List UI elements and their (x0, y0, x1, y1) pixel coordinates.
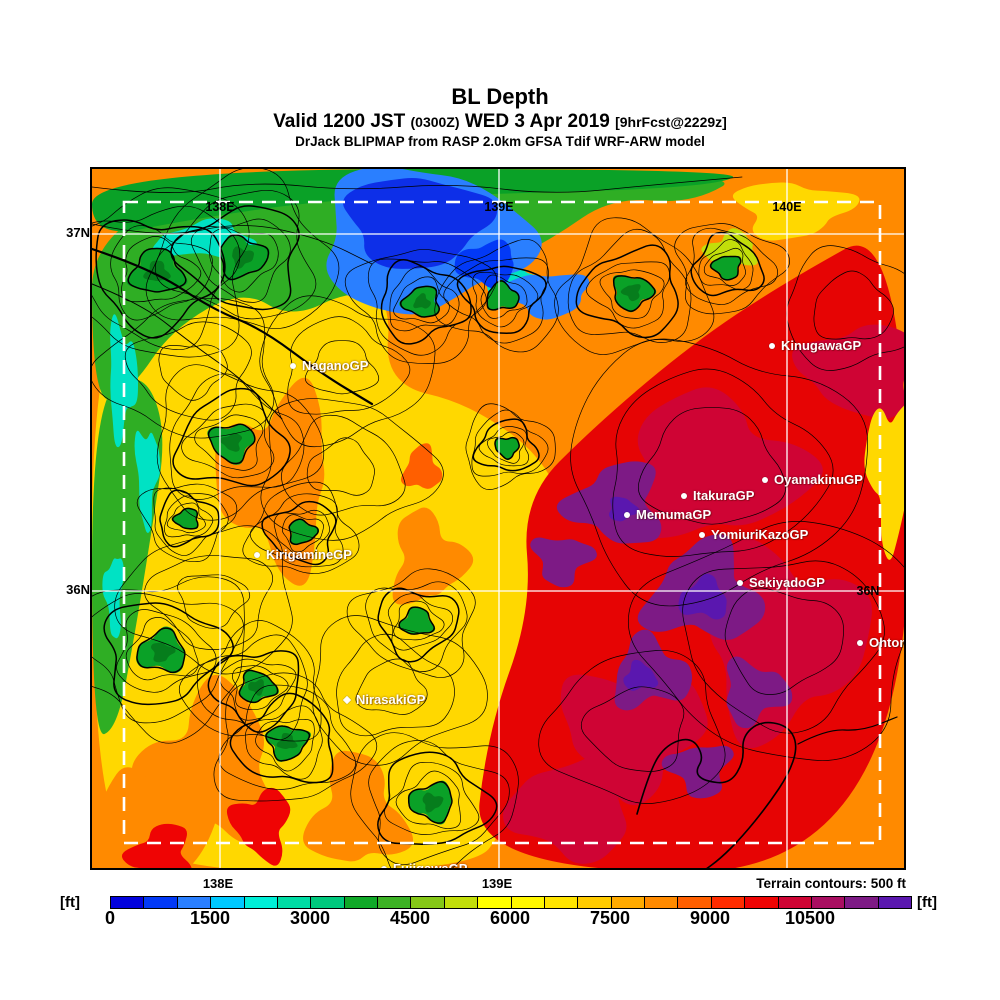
colorbar-segment (344, 897, 378, 908)
lat-label-36n: 36N (66, 582, 90, 597)
colorbar-segment (277, 897, 312, 908)
site-marker-icon (699, 532, 705, 538)
terrain-shading-canvas (92, 169, 904, 868)
site-marker-icon (681, 493, 687, 499)
lon-label-top-138e: 138E (205, 200, 235, 214)
site-label: YomiuriKazoGP (711, 527, 809, 542)
colorbar-unit-right: [ft] (917, 894, 937, 911)
domain-dashed-box (122, 200, 882, 845)
colorbar-segment (244, 897, 278, 908)
colorbar-segment (411, 897, 445, 908)
colorbar-segment (711, 897, 746, 908)
site-marker-icon (290, 363, 296, 369)
colorbar-segment (845, 897, 879, 908)
colorbar-segment (778, 897, 812, 908)
colorbar-segment (311, 897, 345, 908)
colorbar-segment (511, 897, 545, 908)
site-marker-icon (254, 552, 260, 558)
page-title: BL Depth (451, 84, 549, 109)
terrain-contour-note: Terrain contours: 500 ft (756, 876, 906, 891)
colorbar-segment (745, 897, 779, 908)
colorbar-segment (878, 897, 911, 908)
colorbar-segment (444, 897, 479, 908)
site-marker-icon (762, 477, 768, 483)
colorbar-segment (544, 897, 579, 908)
colorbar-ticks: 0 1500 3000 4500 6000 7500 9000 10500 (105, 908, 910, 930)
lon-label-top-140e: 140E (772, 200, 802, 214)
site-label: NirasakiGP (356, 692, 426, 707)
colorbar-segment (177, 897, 212, 908)
site-marker-icon (857, 640, 863, 646)
site-label: NaganoGP (302, 358, 369, 373)
forecast-tag: [9hrFcst@2229z] (615, 114, 727, 131)
site-label: FujigawaGP (393, 861, 468, 870)
valid-time-line: Valid 1200 JST (0300Z) WED 3 Apr 2019 [9… (0, 111, 1000, 133)
colorbar-tick: 9000 (689, 908, 731, 928)
colorbar-tick: 1500 (189, 908, 231, 928)
lon-label-bottom-139e: 139E (481, 876, 513, 891)
site-label: ItakuraGP (693, 488, 755, 503)
lat-lon-gridlines (92, 169, 904, 868)
colorbar-tick: 7500 (589, 908, 631, 928)
header: BL Depth Valid 1200 JST (0300Z) WED 3 Ap… (0, 84, 1000, 150)
colorbar-segment (811, 897, 846, 908)
colorbar-unit-left: [ft] (60, 894, 80, 911)
site-marker-icon (737, 580, 743, 586)
site-marker-icon (381, 866, 387, 868)
colorbar-segment (645, 897, 679, 908)
site-label: SekiyadoGP (749, 575, 825, 590)
valid-zulu: (0300Z) (410, 114, 460, 131)
site-marker-icon (624, 512, 630, 518)
colorbar-tick: 10500 (784, 908, 836, 928)
site-label: OhtoneGP (869, 635, 904, 650)
colorbar-segment (578, 897, 612, 908)
colorbar-segment (478, 897, 512, 908)
lat-label-37n: 37N (66, 225, 90, 240)
site-label: OyamakinuGP (774, 472, 863, 487)
colorbar-tick: 4500 (389, 908, 431, 928)
grid-overlay (92, 169, 904, 868)
model-source-line: DrJack BLIPMAP from RASP 2.0km GFSA Tdif… (295, 134, 705, 150)
colorbar-tick: 0 (104, 908, 116, 928)
colorbar-segment (144, 897, 178, 908)
colorbar-tick: 6000 (489, 908, 531, 928)
colorbar-segment (611, 897, 645, 908)
valid-prefix: Valid 1200 JST (273, 111, 406, 133)
valid-date: WED 3 Apr 2019 (464, 111, 610, 133)
lon-label-bottom-138e: 138E (202, 876, 234, 891)
colorbar (110, 896, 912, 909)
colorbar-tick: 3000 (289, 908, 331, 928)
lon-label-top-139e: 139E (484, 200, 514, 214)
colorbar-segment (378, 897, 412, 908)
blipmap-map: 138E 139E 140E 36N NaganoGP KinugawaGP Oyamaki… (90, 167, 906, 870)
lat-label-inner-36n: 36N (856, 584, 880, 598)
colorbar-segment (678, 897, 712, 908)
site-label: KirigamineGP (266, 547, 352, 562)
colorbar-segment (211, 897, 245, 908)
site-label: MemumaGP (636, 507, 712, 522)
colorbar-segment (111, 897, 145, 908)
site-label: KinugawaGP (781, 338, 862, 353)
site-marker-icon (769, 343, 775, 349)
